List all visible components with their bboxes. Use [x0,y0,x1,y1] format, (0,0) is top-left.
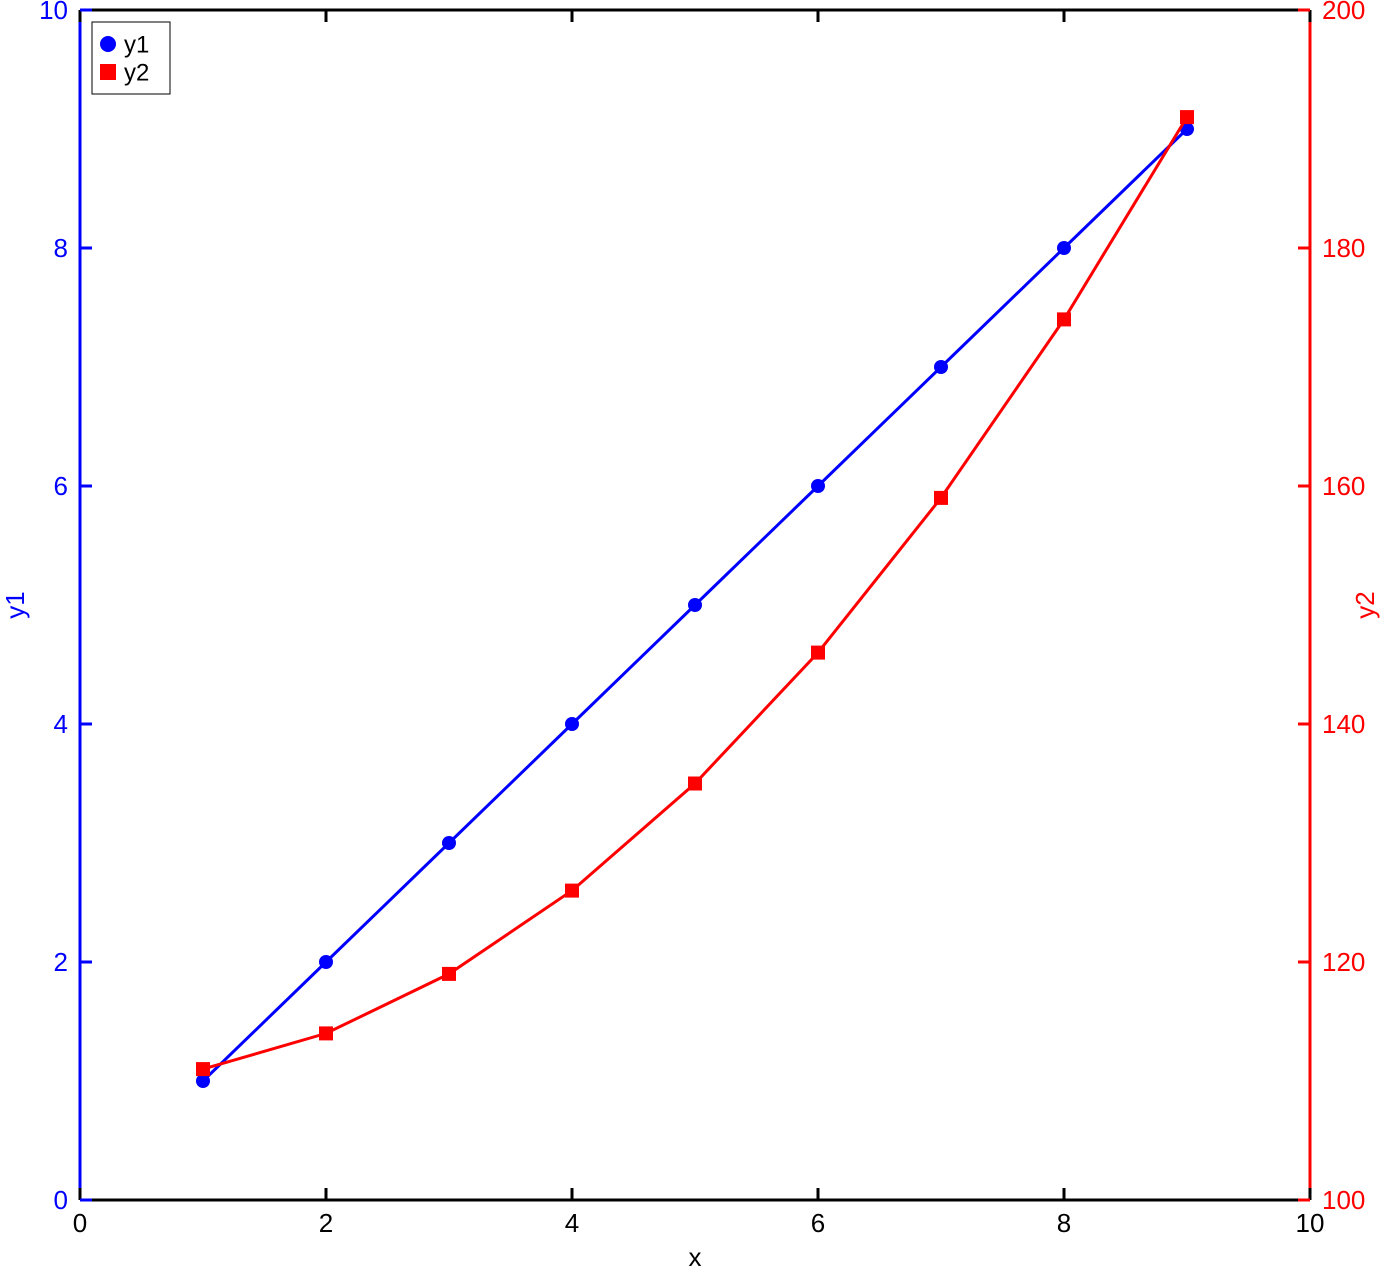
dual-axis-line-chart: 0246810x0246810y1100120140160180200y2y1y… [0,0,1389,1273]
y2-tick-label: 160 [1322,471,1365,501]
y2-tick-label: 120 [1322,947,1365,977]
chart-container: 0246810x0246810y1100120140160180200y2y1y… [0,0,1389,1273]
y1-tick-label: 10 [39,0,68,25]
y2-tick-label: 180 [1322,233,1365,263]
y1-tick-label: 0 [54,1185,68,1215]
marker-y1 [442,836,456,850]
marker-y2 [196,1062,210,1076]
x-tick-label: 10 [1296,1208,1325,1238]
y1-tick-label: 2 [54,947,68,977]
marker-y1 [688,598,702,612]
marker-y2 [934,491,948,505]
y2-tick-label: 200 [1322,0,1365,25]
x-axis-label: x [689,1242,702,1272]
marker-y2 [1180,110,1194,124]
y2-tick-label: 100 [1322,1185,1365,1215]
marker-y2 [811,646,825,660]
marker-y1 [319,955,333,969]
marker-y1 [1057,241,1071,255]
y1-tick-label: 4 [54,709,68,739]
marker-y2 [565,884,579,898]
y1-tick-label: 6 [54,471,68,501]
legend-label-y1: y1 [124,31,149,58]
marker-y2 [1057,312,1071,326]
x-tick-label: 8 [1057,1208,1071,1238]
marker-y1 [934,360,948,374]
x-tick-label: 4 [565,1208,579,1238]
marker-y1 [811,479,825,493]
x-tick-label: 6 [811,1208,825,1238]
y2-tick-label: 140 [1322,709,1365,739]
y1-tick-label: 8 [54,233,68,263]
y1-axis-label: y1 [0,591,30,618]
marker-y2 [442,967,456,981]
legend-label-y2: y2 [124,59,149,86]
marker-y1 [565,717,579,731]
x-tick-label: 2 [319,1208,333,1238]
marker-y2 [688,777,702,791]
x-tick-label: 0 [73,1208,87,1238]
legend-marker-y2 [100,64,116,80]
y2-axis-label: y2 [1350,591,1380,618]
legend-marker-y1 [100,36,116,52]
marker-y2 [319,1026,333,1040]
